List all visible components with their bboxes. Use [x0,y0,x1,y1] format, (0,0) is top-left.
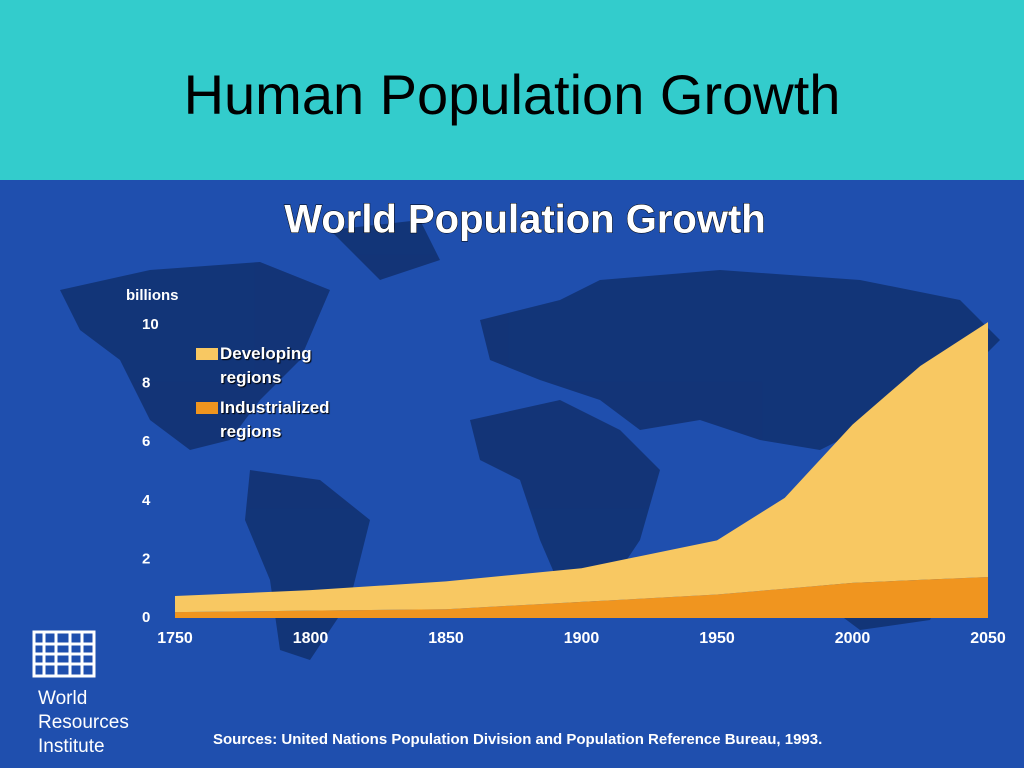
title-band [0,0,1024,180]
logo-text: Resources [38,712,129,733]
x-tick-label: 1850 [428,630,464,647]
y-tick-label: 8 [142,375,150,392]
x-tick-label: 1900 [564,630,600,647]
y-tick-label: 2 [142,550,150,567]
logo-text: Institute [38,736,105,757]
source-note: Sources: United Nations Population Divis… [213,731,822,748]
area [175,322,988,613]
logo-mark [32,630,96,678]
legend-label: Developing regions [220,344,312,387]
y-tick-label: 4 [142,492,151,509]
chart-title: World Population Growth [284,198,765,242]
y-axis-label: billions [126,287,179,304]
y-tick-label: 10 [142,316,159,333]
legend-label: Industrialized regions [220,398,330,441]
area [175,576,988,618]
legend-swatch [196,402,218,414]
legend-swatch [196,348,218,360]
x-tick-label: 1750 [157,630,193,647]
x-tick-label: 2000 [835,630,871,647]
y-tick-label: 0 [142,609,150,626]
slide-title: Human Population Growth [183,63,841,126]
x-tick-label: 2050 [970,630,1006,647]
x-tick-label: 1950 [699,630,735,647]
logo-text: World [38,688,88,709]
x-tick-label: 1800 [293,630,329,647]
y-tick-label: 6 [142,433,150,450]
